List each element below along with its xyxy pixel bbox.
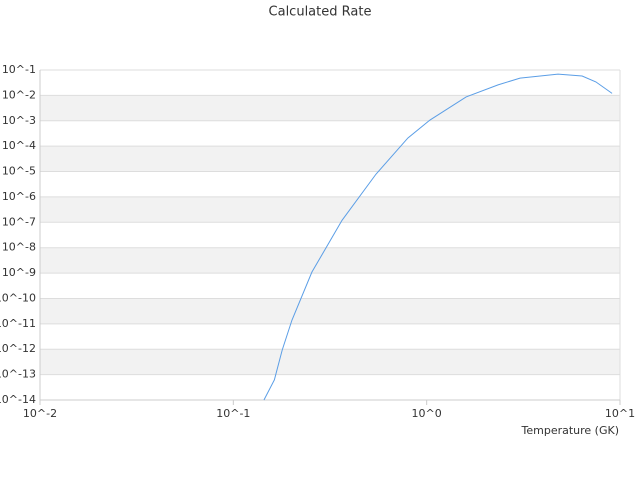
x-tick-label: 10^-2	[23, 407, 57, 420]
y-tick-label: 10^-9	[2, 266, 36, 279]
y-tick-label: 10^-4	[2, 139, 36, 152]
grid-band	[40, 349, 620, 375]
y-tick-label: 10^-7	[2, 215, 36, 228]
y-tick-label: 10^-10	[0, 291, 36, 304]
chart-title: Calculated Rate	[269, 5, 372, 20]
y-tick-label: 10^-1	[2, 63, 36, 76]
y-tick-label: 10^-3	[2, 114, 36, 127]
grid-band	[40, 196, 620, 223]
y-tick-label: 10^-14	[0, 393, 36, 406]
grid-band	[40, 95, 620, 121]
y-tick-label: 10^-13	[0, 368, 36, 381]
grid-band	[40, 247, 620, 274]
grid-band	[40, 146, 620, 172]
grid-band	[40, 298, 620, 324]
y-tick-label: 10^-2	[2, 88, 36, 101]
y-tick-label: 10^-5	[2, 165, 36, 178]
x-tick-label: 10^1	[605, 407, 635, 420]
y-tick-label: 10^-11	[0, 317, 36, 330]
x-tick-label: 10^0	[412, 407, 442, 420]
x-axis-label: Temperature (GK)	[521, 424, 620, 437]
data-line	[263, 73, 613, 401]
y-tick-label: 10^-12	[0, 342, 36, 355]
x-tick-label: 10^-1	[216, 407, 250, 420]
y-tick-label: 10^-6	[2, 190, 36, 203]
y-tick-label: 10^-8	[2, 241, 36, 254]
